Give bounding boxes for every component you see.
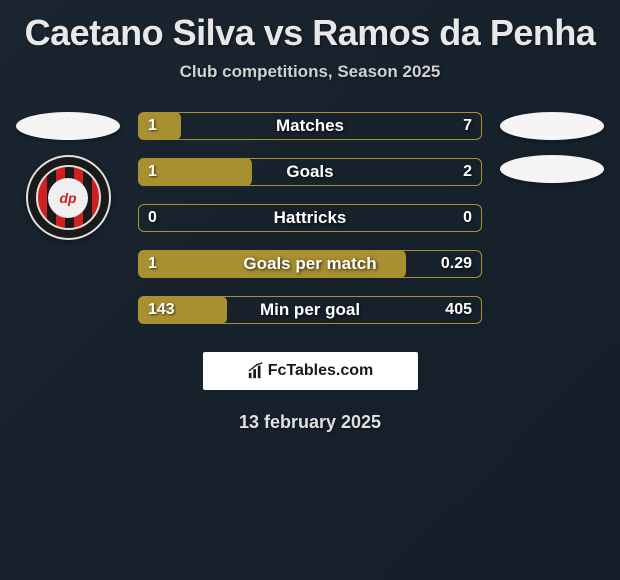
stat-right-value: 7: [463, 117, 472, 135]
subtitle: Club competitions, Season 2025: [0, 62, 620, 112]
stat-label: Goals: [286, 162, 333, 182]
player-placeholder-left: [16, 112, 120, 140]
stat-right-value: 0: [463, 209, 472, 227]
right-column: [492, 112, 612, 183]
stat-label: Min per goal: [260, 300, 360, 320]
left-column: dp: [8, 112, 128, 240]
stat-bar: 1 2 Goals: [138, 158, 482, 186]
chart-icon: [247, 362, 265, 380]
stats-column: 1 7 Matches 1 2 Goals 0 0 Hattricks 1 0.29 Goals pe…: [128, 112, 492, 324]
player-placeholder-right-1: [500, 112, 604, 140]
stat-right-value: 2: [463, 163, 472, 181]
stat-bar: 0 0 Hattricks: [138, 204, 482, 232]
stat-label: Hattricks: [274, 208, 347, 228]
stat-left-value: 1: [148, 163, 157, 181]
stat-bar-fill: [138, 112, 181, 140]
stat-left-value: 143: [148, 301, 175, 319]
page-title: Caetano Silva vs Ramos da Penha: [0, 0, 620, 62]
club-badge-left: dp: [26, 155, 111, 240]
club-badge-inner: dp: [36, 165, 101, 230]
stat-bar: 143 405 Min per goal: [138, 296, 482, 324]
comparison-widget: Caetano Silva vs Ramos da Penha Club com…: [0, 0, 620, 433]
stat-left-value: 0: [148, 209, 157, 227]
content-row: dp 1 7 Matches 1 2 Goals 0 0 Hattricks 1 0.29 Goals…: [0, 112, 620, 324]
stat-bar: 1 0.29 Goals per match: [138, 250, 482, 278]
stat-right-value: 405: [445, 301, 472, 319]
stat-label: Matches: [276, 116, 344, 136]
stat-right-value: 0.29: [441, 255, 472, 273]
player-placeholder-right-2: [500, 155, 604, 183]
brand-text: FcTables.com: [268, 362, 374, 380]
date-text: 13 february 2025: [0, 390, 620, 433]
stat-left-value: 1: [148, 117, 157, 135]
club-badge-text: dp: [48, 178, 88, 218]
stat-left-value: 1: [148, 255, 157, 273]
stat-label: Goals per match: [243, 254, 376, 274]
brand-box[interactable]: FcTables.com: [203, 352, 418, 390]
stat-bar: 1 7 Matches: [138, 112, 482, 140]
